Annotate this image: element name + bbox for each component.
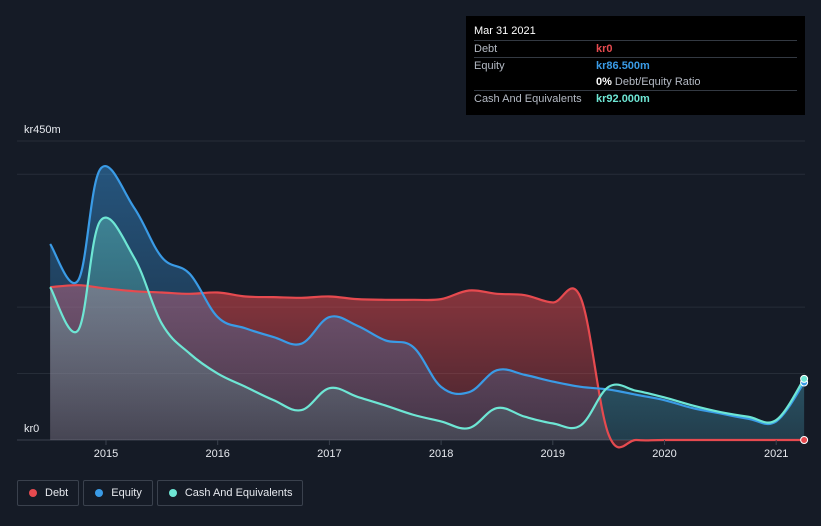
tooltip-value: kr92.000m xyxy=(596,93,650,105)
legend-label: Cash And Equivalents xyxy=(184,487,293,499)
tooltip-ratio-label: Debt/Equity Ratio xyxy=(614,76,701,88)
series-lines xyxy=(49,165,806,449)
x-tick-label: 2017 xyxy=(317,448,341,460)
tooltip-row-cash: Cash And Equivalents kr92.000m xyxy=(474,90,797,107)
x-axis: 2015 2016 2017 2018 2019 2020 2021 xyxy=(94,440,788,460)
tooltip-value: kr86.500m xyxy=(596,60,650,72)
tooltip-row-ratio: 0% Debt/Equity Ratio xyxy=(474,74,797,90)
tooltip-label: Debt xyxy=(474,43,498,55)
x-tick-label: 2021 xyxy=(764,448,788,460)
legend-dot-icon xyxy=(168,489,177,497)
x-tick-label: 2016 xyxy=(205,448,229,460)
tooltip-panel: Mar 31 2021 Debt kr0 Equity kr86.500m 0%… xyxy=(466,16,805,115)
cash-line xyxy=(49,216,806,430)
end-markers xyxy=(800,374,809,444)
tooltip-row-debt: Debt kr0 xyxy=(474,40,797,57)
x-tick-label: 2020 xyxy=(652,448,676,460)
legend-label: Equity xyxy=(111,487,142,499)
y-axis-bottom-label: kr0 xyxy=(24,423,39,435)
tooltip-date: Mar 31 2021 xyxy=(474,25,536,37)
legend-dot-icon xyxy=(29,489,37,497)
x-tick-label: 2018 xyxy=(429,448,453,460)
legend-item-cash[interactable]: Cash And Equivalents xyxy=(156,480,304,506)
x-tick-label: 2019 xyxy=(541,448,565,460)
equity-area xyxy=(50,166,805,440)
legend-item-equity[interactable]: Equity xyxy=(83,480,153,506)
tooltip-value: kr0 xyxy=(596,43,613,55)
tooltip-row-equity: Equity kr86.500m xyxy=(474,57,797,74)
cash-end-marker xyxy=(800,374,809,383)
debt-end-marker xyxy=(800,436,809,444)
legend: Debt Equity Cash And Equivalents xyxy=(17,480,304,506)
tooltip-label: Equity xyxy=(474,60,505,72)
y-axis-top-label: kr450m xyxy=(24,124,61,136)
x-tick-label: 2015 xyxy=(94,448,118,460)
legend-item-debt[interactable]: Debt xyxy=(17,480,80,506)
tooltip-label: Cash And Equivalents xyxy=(474,93,582,105)
debt-line xyxy=(50,284,805,449)
tooltip-value: 0% xyxy=(596,76,612,88)
equity-line xyxy=(49,165,806,426)
tooltip-label xyxy=(474,74,596,90)
legend-dot-icon xyxy=(95,489,104,497)
legend-label: Debt xyxy=(45,487,69,499)
